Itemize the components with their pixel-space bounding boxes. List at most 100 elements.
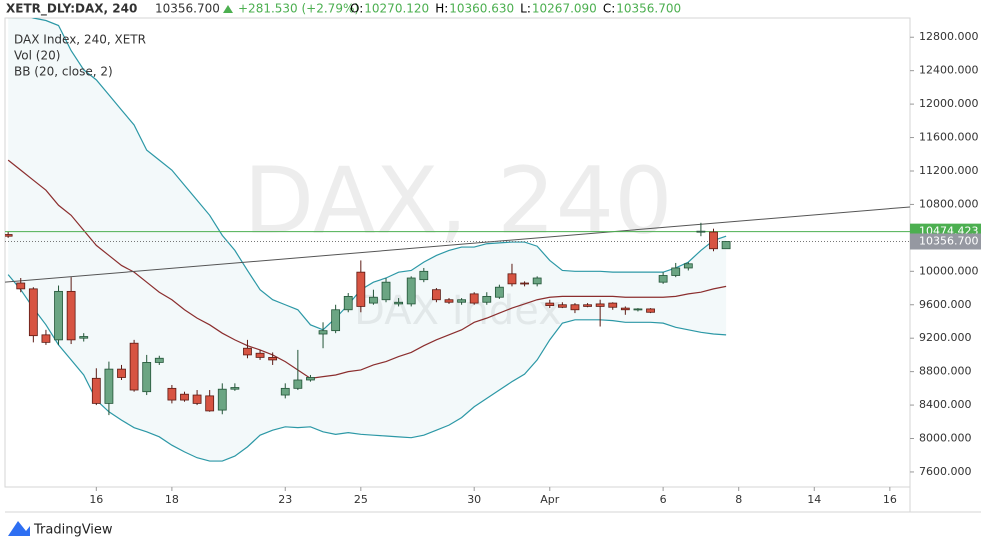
y-tick-label: 12000.000: [919, 97, 979, 110]
legend-vol: Vol (20): [14, 49, 60, 63]
candle-body: [117, 368, 126, 378]
x-tick-label: 18: [165, 493, 179, 506]
candle-body: [394, 301, 404, 305]
candle-body: [457, 299, 466, 303]
candle-body: [595, 303, 605, 307]
x-tick-label: 16: [883, 493, 897, 506]
y-tick-label: 9200.000: [919, 331, 972, 344]
candle-body: [444, 299, 454, 303]
candle-body: [646, 308, 655, 313]
candle-body: [406, 277, 416, 305]
candle-body: [154, 357, 164, 363]
y-tick-label: 8800.000: [919, 365, 972, 378]
header: XETR_DLY:DAX, 240 10356.700 +281.530 (+2…: [6, 2, 681, 17]
candle-body: [54, 290, 63, 341]
x-tick-label: 8: [735, 493, 742, 506]
candle-body: [268, 357, 278, 361]
bollinger-line: [7, 159, 727, 379]
ohlc-value: 10356.700: [616, 2, 681, 16]
y-tick-label: 8400.000: [919, 398, 972, 411]
candle-body: [331, 309, 341, 332]
candle-body: [696, 230, 706, 233]
candle-body: [280, 387, 290, 396]
ohlc-label: L:: [520, 2, 531, 16]
candle-body: [205, 395, 215, 412]
candle-body: [721, 241, 731, 250]
y-tick-label: 12400.000: [919, 64, 979, 77]
candle-body: [419, 270, 429, 281]
candle-body: [545, 302, 555, 306]
candle-body: [507, 273, 517, 285]
candle-body: [469, 293, 479, 304]
x-tick-label: 14: [807, 493, 821, 506]
y-tick-label: 11200.000: [919, 164, 979, 177]
trendline: [5, 206, 910, 283]
candle-body: [343, 295, 353, 311]
candle-body: [318, 330, 328, 335]
candle-body: [5, 234, 13, 237]
candle-body: [583, 304, 592, 307]
logo-icon: [8, 521, 30, 536]
ohlc-label: C:: [603, 2, 615, 16]
candle-body: [16, 282, 26, 290]
candle-body: [129, 342, 139, 391]
candle-body: [230, 387, 240, 390]
candle-body: [180, 393, 189, 401]
candle-body: [142, 362, 152, 393]
candle-body: [709, 231, 718, 250]
candle-body: [658, 275, 668, 283]
last-price-box: [910, 233, 981, 250]
up-arrow: [223, 5, 233, 13]
watermark: DAX, 240: [243, 147, 672, 254]
ohlc-value: 10267.090: [532, 2, 597, 16]
legend-bb: BB (20, close, 2): [14, 65, 113, 79]
candle-body: [192, 394, 202, 404]
x-tick-label: 23: [278, 493, 292, 506]
candle-body: [494, 286, 504, 298]
candle-body: [217, 388, 227, 411]
y-tick-label: 7600.000: [919, 465, 972, 478]
ohlc-value: 10360.630: [449, 2, 514, 16]
x-tick-label: 6: [660, 493, 667, 506]
axes: 7600.000 8000.000 8400.000 8800.000 9200.000…: [89, 30, 981, 506]
candle-body: [79, 336, 89, 339]
x-tick-label: Apr: [540, 493, 560, 506]
last-price-label: 10356.700: [919, 234, 979, 247]
candle-body: [243, 347, 252, 356]
ohlc-label: O:: [350, 2, 363, 16]
ohlc-label: H:: [435, 2, 448, 16]
candle-body: [255, 352, 265, 358]
candle-body: [557, 304, 567, 308]
legend-main: DAX Index, 240, XETR: [14, 33, 146, 47]
candle-body: [293, 379, 303, 389]
plot: DAX, 240DAX Index: [5, 18, 910, 462]
ohlc-value: 10270.120: [364, 2, 429, 16]
y-tick-label: 10000.000: [919, 264, 979, 277]
candle-body: [520, 282, 529, 285]
bollinger-line: [7, 274, 727, 462]
x-tick-label: 25: [354, 493, 368, 506]
band-fill: [8, 18, 727, 462]
candle-body: [633, 308, 643, 311]
candle-body: [66, 290, 76, 341]
change: +281.530 (+2.79%): [238, 2, 359, 16]
x-tick-label: 16: [89, 493, 103, 506]
candle-body: [482, 295, 492, 303]
candle-body: [41, 334, 51, 343]
last-value: 10356.700: [155, 2, 220, 16]
logo: TradingView: [8, 521, 113, 538]
candle-body: [381, 281, 391, 301]
y-tick-label: 10800.000: [919, 197, 979, 210]
bollinger-line: [31, 18, 727, 331]
candle-body: [683, 263, 693, 269]
candle-body: [570, 304, 580, 311]
candle-body: [671, 267, 681, 276]
y-tick-label: 9600.000: [919, 298, 972, 311]
candle-body: [356, 271, 366, 307]
y-tick-label: 12800.000: [919, 30, 979, 43]
candle-body: [104, 368, 114, 404]
x-tick-label: 30: [467, 493, 481, 506]
candle-body: [28, 288, 38, 337]
candle-body: [432, 289, 441, 301]
candle-body: [91, 377, 101, 404]
